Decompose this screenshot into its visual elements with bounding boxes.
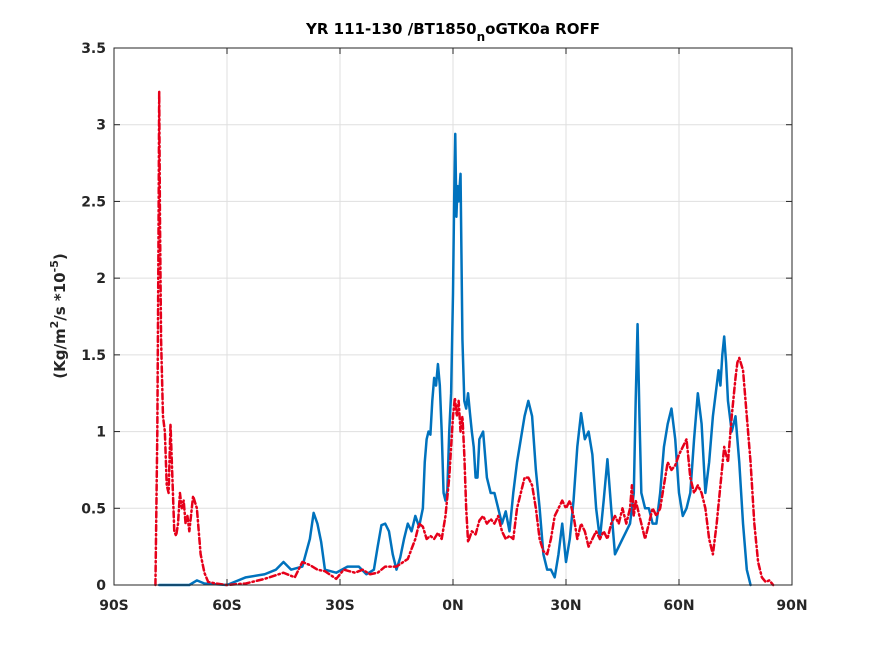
chart-title-tail: oGTK0a ROFF — [485, 20, 600, 38]
y-tick-label: 1.5 — [81, 348, 106, 364]
y-tick-label: 0.5 — [81, 501, 106, 517]
x-tick-label: 30S — [325, 598, 355, 614]
y-axis-label-sup2: -5 — [48, 260, 61, 272]
y-axis-label-end: ) — [51, 253, 69, 260]
y-tick-label: 2 — [96, 271, 106, 287]
chart-title: YR 111-130 /BT1850noGTK0a ROFF — [305, 20, 600, 44]
x-tick-label: 30N — [550, 598, 581, 614]
y-tick-label: 2.5 — [81, 194, 106, 210]
y-axis-label-mid: /s *10 — [51, 272, 69, 320]
y-tick-label: 3 — [96, 118, 106, 134]
x-tick-label: 90S — [99, 598, 129, 614]
chart-title-main: YR 111-130 /BT1850 — [305, 20, 477, 38]
axis-ticks: 90S 60S 30S 0N 30N 60N 90N 0 0.5 1 1.5 2 2.5 3 3.5 — [81, 41, 807, 614]
series-line-2 — [154, 89, 775, 587]
y-axis-label-sup1: 2 — [48, 321, 61, 329]
y-axis-label-unit: (Kg/m — [51, 328, 69, 378]
y-tick-label: 0 — [96, 578, 106, 594]
x-tick-label: 60N — [663, 598, 694, 614]
y-tick-label: 3.5 — [81, 41, 106, 57]
y-tick-label: 1 — [96, 425, 106, 441]
x-tick-label: 0N — [442, 598, 463, 614]
chart-title-subscript: n — [477, 30, 486, 44]
x-tick-label: 90N — [776, 598, 807, 614]
series-layer — [154, 89, 775, 587]
x-tick-label: 60S — [212, 598, 242, 614]
y-axis-label: (Kg/m2/s *10-5) — [48, 253, 69, 378]
series-line-1 — [157, 132, 752, 587]
